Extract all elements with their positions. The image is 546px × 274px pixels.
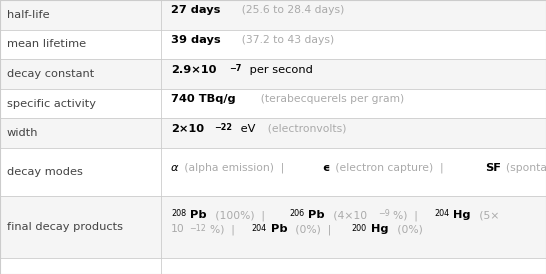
Text: Hg: Hg [371, 224, 389, 235]
Text: (0%): (0%) [394, 224, 423, 235]
Text: specific activity: specific activity [7, 99, 96, 109]
Text: −22: −22 [213, 123, 232, 132]
Text: (25.6 to 28.4 days): (25.6 to 28.4 days) [235, 5, 344, 15]
Text: 200: 200 [352, 224, 367, 233]
Text: 204: 204 [251, 224, 266, 233]
Text: 206: 206 [289, 209, 304, 218]
Text: (electron capture)  |: (electron capture) | [332, 162, 450, 173]
Text: Pb: Pb [308, 210, 325, 220]
Bar [0, 59, 546, 89]
Text: %)  |: %) | [393, 210, 425, 221]
Text: decay constant: decay constant [7, 69, 94, 79]
Text: ϵ: ϵ [323, 162, 330, 173]
Text: SF: SF [485, 162, 501, 173]
Text: half-life: half-life [7, 10, 49, 20]
Text: (alpha emission)  |: (alpha emission) | [181, 162, 290, 173]
Text: −9: −9 [378, 209, 390, 218]
Text: eV: eV [237, 124, 255, 134]
Text: 208: 208 [171, 209, 186, 218]
Bar [0, 30, 546, 59]
Text: %)  |: %) | [210, 224, 242, 235]
Text: 27 days: 27 days [171, 5, 220, 15]
Text: Pb: Pb [191, 210, 207, 220]
Text: decay modes: decay modes [7, 167, 82, 177]
Text: −7: −7 [230, 64, 242, 73]
Text: (spontaneous fission): (spontaneous fission) [506, 151, 546, 173]
Text: (100%)  |: (100%) | [212, 210, 271, 221]
Text: 2×10: 2×10 [171, 124, 204, 134]
Text: (terabecquerels per gram): (terabecquerels per gram) [254, 94, 405, 104]
Text: final decay products: final decay products [7, 222, 122, 232]
Text: (0%)  |: (0%) | [292, 224, 338, 235]
Text: 204: 204 [434, 209, 449, 218]
Text: Hg: Hg [454, 210, 471, 220]
Bar [0, 148, 546, 196]
Text: α: α [171, 162, 179, 173]
Text: (5×: (5× [476, 210, 500, 220]
Text: −12: −12 [188, 224, 205, 233]
Bar [0, 0, 546, 30]
Text: 2.9×10: 2.9×10 [171, 65, 216, 75]
Text: mean lifetime: mean lifetime [7, 39, 86, 49]
Bar [0, 196, 546, 258]
Text: width: width [7, 128, 38, 138]
Text: 10: 10 [171, 224, 185, 235]
Text: (37.2 to 43 days): (37.2 to 43 days) [235, 35, 334, 45]
Text: (4×10: (4×10 [330, 210, 367, 220]
Text: 740 TBq/g: 740 TBq/g [171, 94, 235, 104]
Text: per second: per second [246, 65, 312, 75]
Bar [0, 118, 546, 148]
Text: 39 days: 39 days [171, 35, 221, 45]
Bar [0, 89, 546, 118]
Text: Pb: Pb [271, 224, 287, 235]
Text: (electronvolts): (electronvolts) [260, 124, 346, 134]
